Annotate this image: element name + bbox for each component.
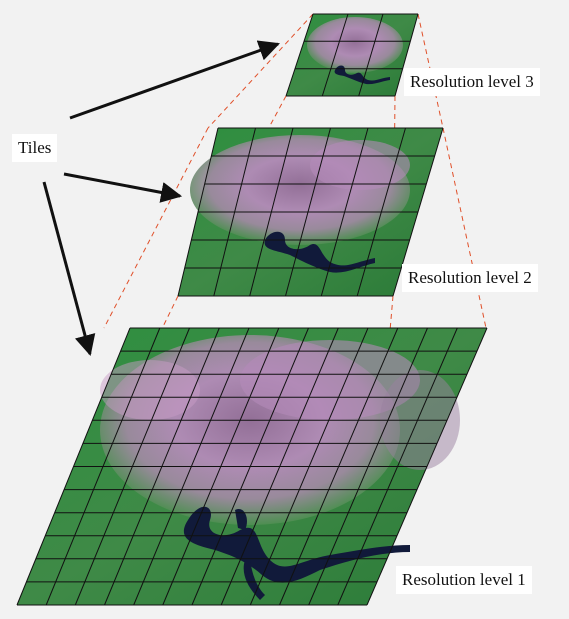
- reservoir-water: [264, 231, 375, 273]
- tile-grid-level-3: [285, 13, 419, 97]
- tile-grid-level-1: [16, 327, 488, 606]
- tile-grid-level-2: [177, 127, 444, 297]
- level-3-label: Resolution level 3: [404, 68, 540, 96]
- tiles-arrows: [42, 40, 280, 357]
- resolution-level-3-image: [285, 13, 419, 97]
- level-2-label: Resolution level 2: [402, 264, 538, 292]
- level-1-label: Resolution level 1: [396, 566, 532, 594]
- reservoir-water: [334, 65, 390, 85]
- resolution-level-2-image: [177, 127, 444, 297]
- arrow-to-level-3: [69, 40, 280, 120]
- arrow-to-level-1: [42, 181, 96, 357]
- tiles-label: Tiles: [12, 134, 58, 162]
- reservoir-water: [183, 506, 410, 583]
- arrow-to-level-2: [63, 172, 183, 203]
- resolution-level-1-image: [16, 327, 488, 606]
